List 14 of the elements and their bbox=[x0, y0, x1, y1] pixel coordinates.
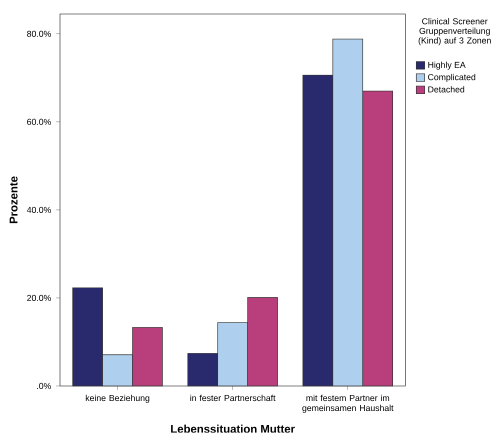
x-axis-title: Lebenssituation Mutter bbox=[171, 424, 295, 433]
y-tick-label: 80.0% bbox=[27, 30, 51, 38]
x-tick-label: keine Beziehung bbox=[86, 394, 150, 403]
x-tick-label: in fester Partnerschaft bbox=[190, 394, 276, 402]
y-tick-label: 20.0% bbox=[27, 295, 51, 302]
y-axis-title: Prozente bbox=[10, 176, 18, 224]
y-tick-label: 60.0% bbox=[27, 118, 51, 126]
x-tick-label: mit festem Partner im gemeinsamen Haushalt bbox=[302, 394, 394, 413]
legend-title: Clinical Screener Gruppenverteilung (Kind) auf 3 Zonen bbox=[418, 18, 491, 46]
legend-label: Highly EA bbox=[428, 62, 466, 70]
legend-label: Complicated bbox=[428, 74, 476, 82]
legend-label: Detached bbox=[428, 86, 464, 93]
y-tick-label: .0% bbox=[37, 383, 51, 390]
y-tick-label: 40.0% bbox=[26, 207, 51, 214]
